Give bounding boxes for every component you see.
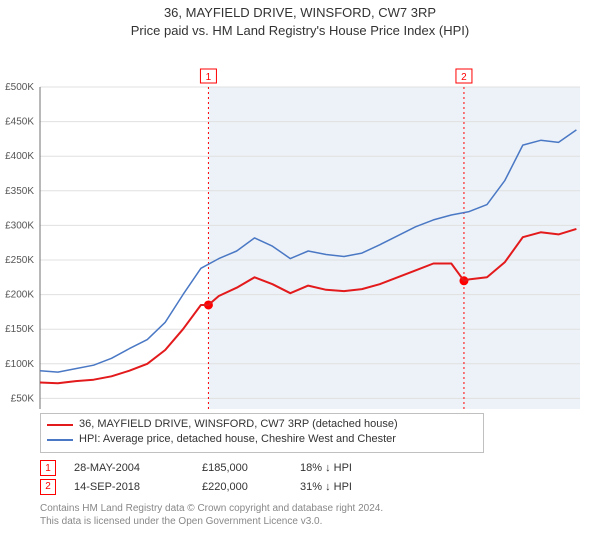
svg-text:£200K: £200K [5,290,34,301]
svg-text:£500K: £500K [5,82,34,93]
sale-row: 1 28-MAY-2004 £185,000 18% ↓ HPI [40,459,600,478]
svg-text:2: 2 [461,72,467,83]
svg-text:£150K: £150K [5,324,34,335]
sale-price: £185,000 [202,459,282,478]
legend-swatch-hpi [47,439,73,441]
svg-text:£50K: £50K [11,393,35,404]
svg-text:£350K: £350K [5,186,34,197]
sale-hpi-delta: 18% ↓ HPI [300,459,400,478]
chart-legend: 36, MAYFIELD DRIVE, WINSFORD, CW7 3RP (d… [40,413,484,453]
legend-swatch-subject [47,424,73,426]
chart-title-address: 36, MAYFIELD DRIVE, WINSFORD, CW7 3RP [0,0,600,22]
legend-label-hpi: HPI: Average price, detached house, Ches… [79,432,396,447]
svg-text:£100K: £100K [5,359,34,370]
svg-text:£300K: £300K [5,220,34,231]
sale-price: £220,000 [202,478,282,497]
legend-row-subject: 36, MAYFIELD DRIVE, WINSFORD, CW7 3RP (d… [47,417,477,432]
legend-label-subject: 36, MAYFIELD DRIVE, WINSFORD, CW7 3RP (d… [79,417,398,432]
sale-marker-icon: 2 [40,479,56,495]
svg-text:1: 1 [206,72,212,83]
sale-date: 28-MAY-2004 [74,459,184,478]
footnote-line: Contains HM Land Registry data © Crown c… [40,502,600,515]
sale-row: 2 14-SEP-2018 £220,000 31% ↓ HPI [40,478,600,497]
sale-marker-icon: 1 [40,460,56,476]
footnote-line: This data is licensed under the Open Gov… [40,515,600,528]
svg-text:£450K: £450K [5,117,34,128]
legend-row-hpi: HPI: Average price, detached house, Ches… [47,432,477,447]
sale-hpi-delta: 31% ↓ HPI [300,478,400,497]
price-chart-card: 36, MAYFIELD DRIVE, WINSFORD, CW7 3RP Pr… [0,0,600,560]
sale-history: 1 28-MAY-2004 £185,000 18% ↓ HPI 2 14-SE… [40,459,600,496]
svg-text:£250K: £250K [5,255,34,266]
chart-title-sub: Price paid vs. HM Land Registry's House … [0,22,600,40]
data-attribution: Contains HM Land Registry data © Crown c… [40,502,600,528]
svg-text:£400K: £400K [5,151,34,162]
sale-date: 14-SEP-2018 [74,478,184,497]
line-chart: £0£50K£100K£150K£200K£250K£300K£350K£400… [0,39,600,409]
